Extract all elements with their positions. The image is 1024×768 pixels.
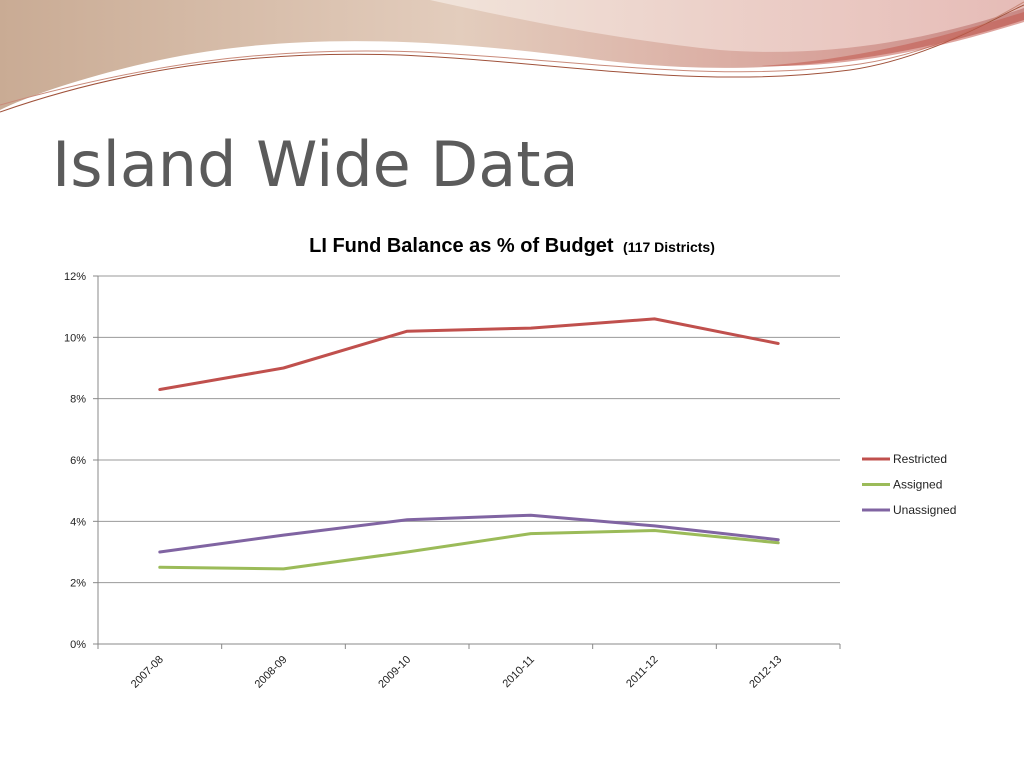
x-tick-label: 2008-09 bbox=[253, 654, 290, 691]
y-tick-label: 6% bbox=[70, 455, 86, 467]
gridlines bbox=[98, 275, 840, 645]
x-tick-label: 2010-11 bbox=[500, 654, 536, 690]
chart-title-main: LI Fund Balance as % of Budget bbox=[309, 235, 614, 257]
series-line-assigned bbox=[158, 529, 780, 571]
series-line-unassigned bbox=[158, 513, 780, 554]
series-line-restricted bbox=[158, 317, 780, 391]
y-tick-label: 0% bbox=[70, 639, 86, 651]
series-lines bbox=[158, 317, 780, 571]
legend-label-assigned: Assigned bbox=[893, 478, 942, 492]
wave-line-1 bbox=[0, 4, 1024, 113]
y-tick-label: 8% bbox=[70, 394, 86, 406]
slide-title: Island Wide Data bbox=[52, 128, 579, 201]
y-tick-label: 4% bbox=[70, 516, 86, 528]
x-tick-label: 2012-13 bbox=[747, 654, 784, 691]
wave-band-light bbox=[430, 0, 1024, 52]
chart-title-subtitle: (117 Districts) bbox=[623, 239, 715, 255]
legend-label-restricted: Restricted bbox=[893, 452, 947, 466]
y-tick-label: 2% bbox=[70, 578, 86, 590]
x-tick-label: 2009-10 bbox=[376, 654, 413, 691]
legend-label-unassigned: Unassigned bbox=[893, 503, 956, 517]
x-tick-label: 2011-12 bbox=[624, 654, 660, 690]
y-tick-label: 10% bbox=[64, 332, 86, 344]
chart-title: LI Fund Balance as % of Budget (117 Dist… bbox=[309, 235, 715, 257]
x-tick-label: 2007-08 bbox=[129, 654, 166, 691]
legend: Restricted Assigned Unassigned bbox=[862, 452, 956, 517]
header-wave-decoration bbox=[0, 0, 1024, 113]
y-tick-label: 12% bbox=[64, 271, 86, 283]
